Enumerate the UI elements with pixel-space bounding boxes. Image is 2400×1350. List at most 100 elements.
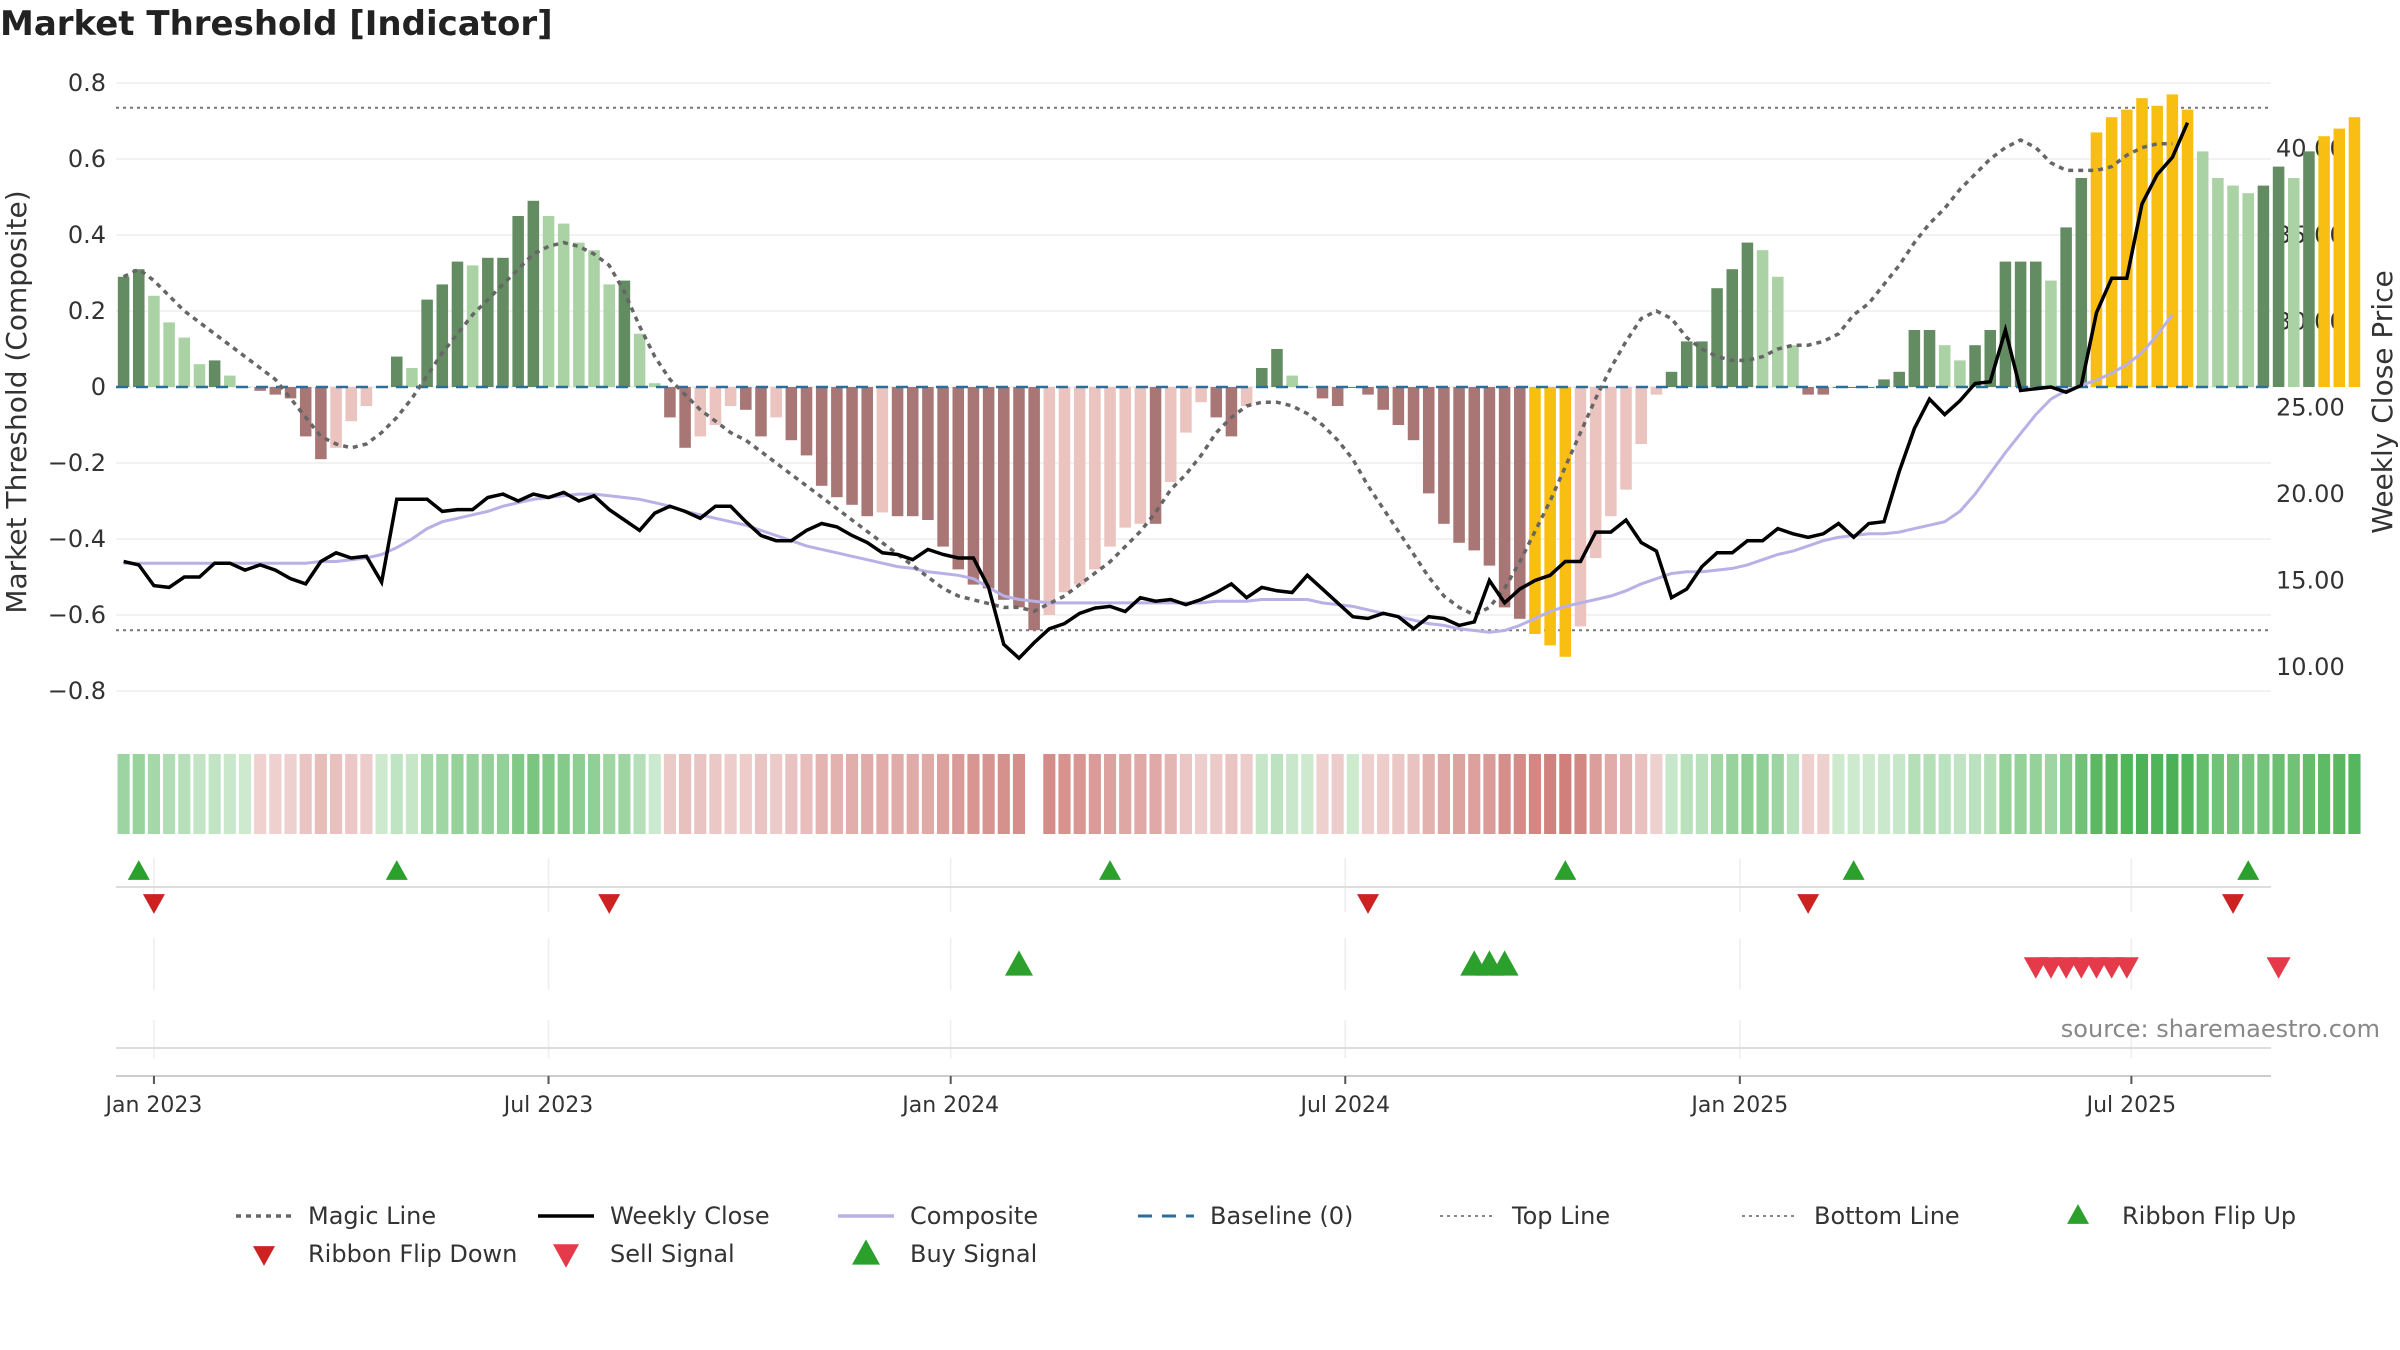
ribbon-cell (2075, 754, 2088, 834)
ribbon-cell (1513, 754, 1526, 834)
ribbon-cell (1422, 754, 1435, 834)
composite-bar (1240, 387, 1253, 406)
ribbon-cell (876, 754, 889, 834)
ribbon-cell (512, 754, 525, 834)
composite-bar (1863, 387, 1875, 388)
legend-label: Composite (910, 1202, 1038, 1230)
ribbon-flip-down-marker (1357, 894, 1380, 914)
y-tick-label: 0.4 (68, 221, 106, 249)
ribbon-cell (193, 754, 206, 834)
composite-bar (588, 250, 600, 387)
composite-bar (831, 387, 843, 498)
composite-bar (315, 387, 327, 460)
y-tick-label: 0 (91, 373, 106, 401)
composite-bar (891, 387, 904, 517)
ribbon-cell (1058, 754, 1071, 834)
composite-bar (679, 387, 691, 448)
composite-bar (1483, 387, 1496, 566)
composite-bar (254, 387, 266, 391)
ribbon-cell (178, 754, 191, 834)
y-tick-label: 0.2 (68, 297, 106, 325)
ribbon-cell (405, 754, 419, 834)
ribbon-cell (618, 754, 631, 834)
ribbon-cell (314, 754, 327, 834)
ribbon-cell (436, 754, 449, 834)
composite-bar (2333, 128, 2346, 387)
composite-bar (1711, 288, 1723, 387)
ribbon-cell (2105, 754, 2118, 834)
composite-bar (1164, 387, 1177, 482)
composite-bar (497, 257, 509, 387)
ribbon-cell (163, 754, 176, 834)
ribbon-cell (845, 754, 859, 834)
ribbon-cell (1893, 754, 1906, 834)
composite-bar (406, 368, 418, 387)
ribbon-cell (360, 754, 373, 834)
composite-bar (1817, 387, 1830, 395)
legend-label: Baseline (0) (1210, 1202, 1353, 1230)
ribbon-cell (1786, 754, 1800, 834)
composite-bar (694, 387, 707, 437)
ribbon-cell (451, 754, 464, 834)
ribbon-cell (496, 754, 510, 834)
y2-tick-label: 10.00 (2276, 653, 2345, 681)
composite-bar (709, 387, 722, 425)
ribbon-cell (1164, 754, 1177, 834)
ribbon-cell (527, 754, 540, 834)
y-tick-label: 0.6 (68, 145, 106, 173)
ribbon-cell (2090, 754, 2103, 834)
legend-swatch (253, 1246, 275, 1266)
ribbon-cell (663, 754, 676, 834)
ribbon-cell (269, 754, 282, 834)
ribbon-cell (1877, 754, 1891, 834)
ribbon-cell (1270, 754, 1284, 834)
ribbon-cell (329, 754, 343, 834)
ribbon-cell (254, 754, 267, 834)
ribbon-cell (421, 754, 434, 834)
composite-bar (193, 364, 206, 387)
composite-bar (1210, 387, 1223, 418)
composite-bar (1802, 387, 1814, 395)
ribbon-cell (2333, 754, 2346, 834)
legend-label: Weekly Close (610, 1202, 770, 1230)
composite-bar (1180, 387, 1192, 433)
ribbon-cell (284, 754, 297, 834)
ribbon-cell (1528, 754, 1542, 834)
sell-signal-marker (2114, 957, 2139, 979)
ribbon-cell (648, 754, 661, 834)
legend-label: Magic Line (308, 1202, 436, 1230)
composite-bar (724, 387, 737, 406)
composite-bar (740, 387, 752, 410)
composite-bar (345, 387, 357, 422)
ribbon-cell (603, 754, 616, 834)
composite-bar (1620, 387, 1632, 490)
composite-bar (269, 387, 282, 395)
ribbon-cell (238, 754, 252, 834)
ribbon-cell (1574, 754, 1587, 834)
composite-bar (1256, 368, 1268, 387)
composite-bar (1119, 387, 1131, 528)
y2-tick-label: 15.00 (2276, 566, 2345, 594)
ribbon-cell (1680, 754, 1693, 834)
composite-bar (2105, 117, 2118, 387)
ribbon-cell (1316, 754, 1329, 834)
composite-bar (1696, 341, 1708, 387)
composite-bar (2090, 132, 2103, 387)
ribbon-cell (1726, 754, 1739, 834)
composite-bar (1665, 371, 1678, 387)
ribbon-cell (223, 754, 236, 834)
composite-bar (1347, 387, 1359, 388)
composite-bar (1605, 387, 1617, 517)
composite-bar (542, 216, 555, 387)
composite-bar (603, 284, 615, 387)
composite-bar (982, 387, 995, 589)
composite-bar (284, 387, 297, 399)
ribbon-cell (2257, 754, 2270, 834)
sell-signal-marker (2084, 957, 2109, 979)
composite-bar (922, 387, 934, 520)
composite-bar (2287, 178, 2300, 387)
ribbon-cell (967, 754, 980, 834)
ribbon-cell (1179, 754, 1192, 834)
composite-bar (1680, 341, 1693, 387)
ribbon-cell (2196, 754, 2209, 834)
